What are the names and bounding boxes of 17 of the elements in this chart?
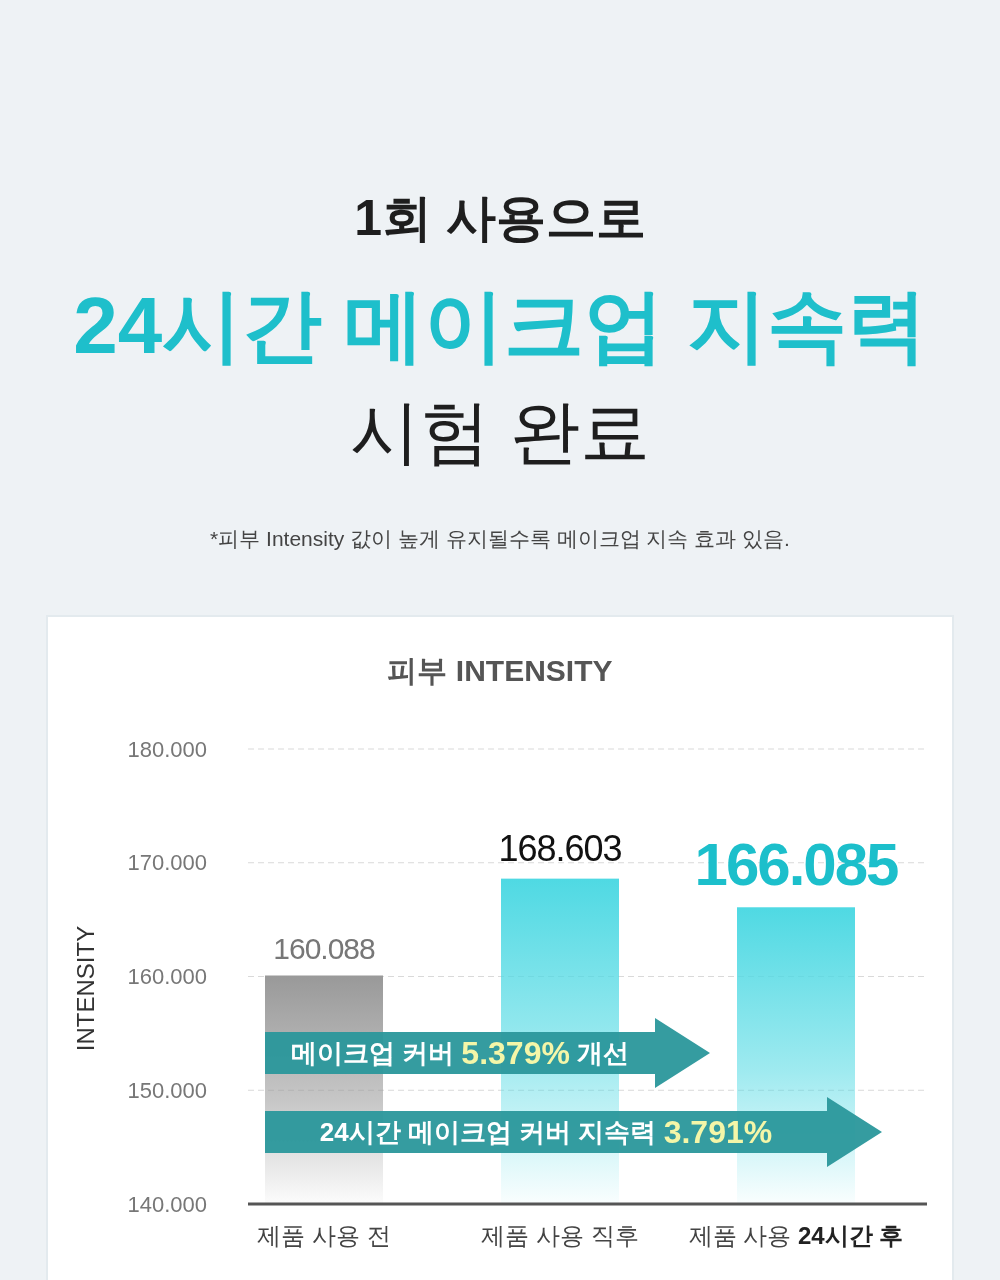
data-label: 160.088 [273,932,376,966]
y-tick-label: 150.000 [127,1077,207,1103]
y-tick-label: 140.000 [127,1191,207,1217]
y-tick-label: 180.000 [127,736,207,762]
y-tick-label: 160.000 [127,964,207,989]
annotation: 메이크업 커버 5.379% 개선 [290,1035,630,1071]
text: 피부 INTENSITY [387,653,613,687]
y-tick-label: 170.000 [127,850,207,876]
data-label: 168.603 [498,828,622,870]
chart-subtitle: *피부 Intensity 값이 높게 유지될수록 메이크업 지속 효과 있음. [210,526,790,550]
x-tick-label: 제품 사용 24시간 후 [688,1221,904,1249]
x-tick-label: 제품 사용 전 [257,1221,391,1249]
annotation: 24시간 메이크업 커버 지속력 3.791% [319,1114,773,1150]
chart-title: 1회 사용으로 24시간 메이크업 지속력 시험 완료 [73,190,927,471]
y-axis-title: INTENSITY [71,925,99,1052]
data-label: 166.085 [694,830,899,898]
x-tick-label: 제품 사용 직후 [481,1221,639,1249]
